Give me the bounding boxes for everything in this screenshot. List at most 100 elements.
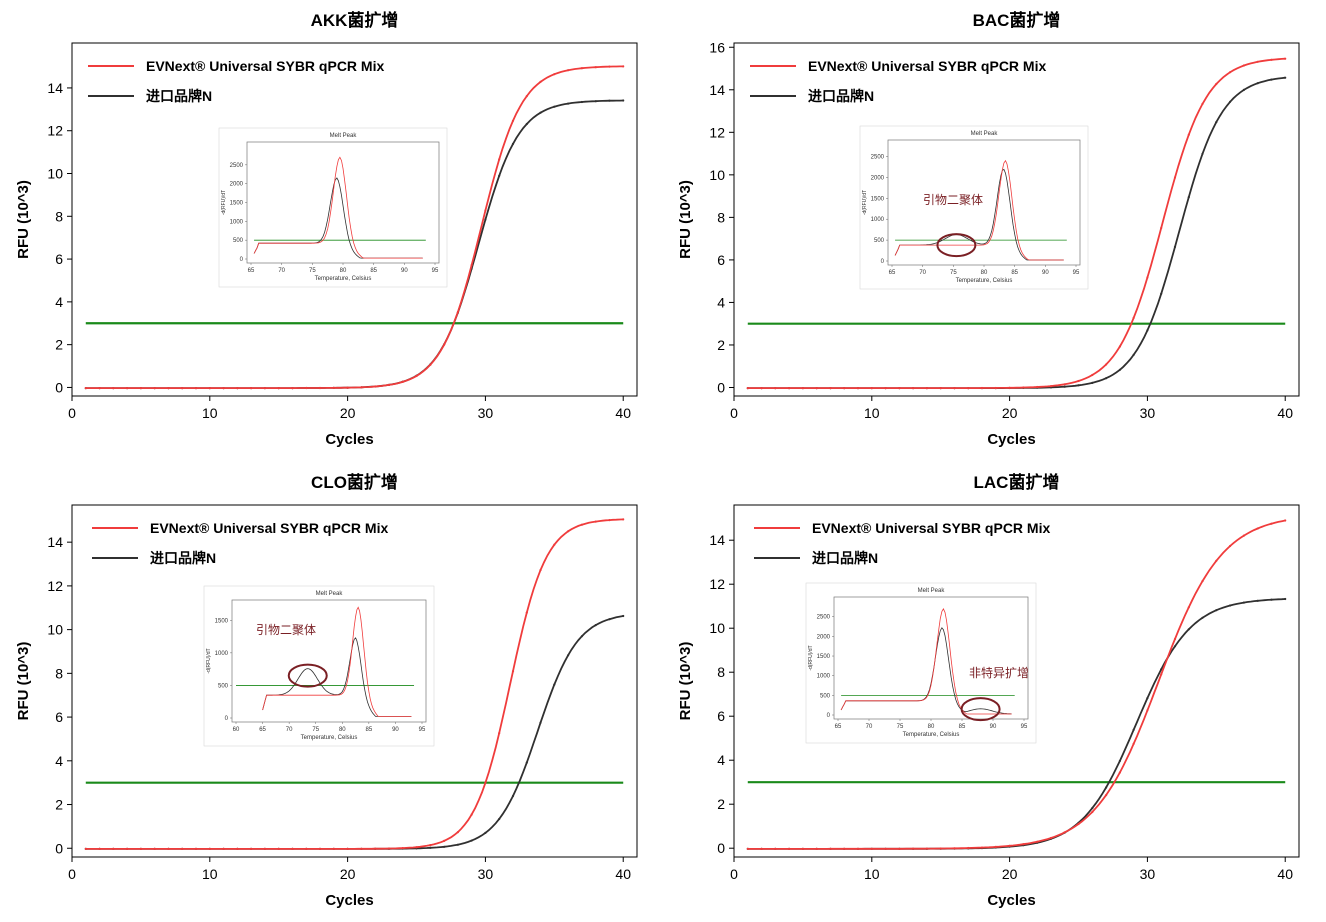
data-point-imported — [498, 174, 501, 177]
x-tick-label: 40 — [615, 866, 631, 882]
data-point-evnext — [456, 831, 459, 834]
inset-x-label: Temperature, Celsius — [315, 276, 372, 282]
chart-title: LAC菌扩增 — [974, 472, 1060, 492]
inset-y-tick-label: 2500 — [871, 155, 885, 161]
inset-y-tick-label: 2000 — [871, 175, 885, 181]
inset-x-tick-label: 60 — [233, 727, 240, 733]
data-point-evnext — [498, 732, 501, 735]
x-tick-label: 40 — [1277, 866, 1293, 882]
data-point-imported — [484, 831, 487, 835]
x-tick-label: 20 — [340, 405, 356, 421]
y-tick-label: 12 — [47, 123, 63, 139]
y-axis-label: RFU (10^3) — [677, 180, 694, 259]
y-tick-label: 6 — [717, 252, 725, 268]
data-point-imported — [511, 142, 515, 145]
inset-y-label: -d(RFU)/dT — [206, 648, 212, 673]
data-point-imported — [1146, 329, 1149, 332]
x-tick-label: 0 — [68, 405, 76, 421]
plot-frame — [71, 42, 638, 397]
data-point-evnext — [1242, 534, 1245, 537]
data-point-evnext — [994, 845, 997, 849]
data-point-evnext — [511, 119, 515, 122]
data-point-evnext — [401, 380, 404, 383]
legend-label: 进口品牌N — [808, 88, 874, 104]
data-point-imported — [1146, 697, 1149, 700]
data-point-imported — [511, 794, 515, 798]
data-point-evnext — [443, 343, 446, 346]
data-point-evnext — [1049, 385, 1053, 388]
data-point-evnext — [1105, 363, 1108, 366]
y-tick-label: 16 — [709, 39, 725, 55]
data-point-evnext — [788, 847, 791, 851]
plot-frame — [733, 504, 1300, 858]
y-axis-label: RFU (10^3) — [15, 642, 32, 721]
inset-x-tick-label: 90 — [401, 268, 408, 274]
data-point-evnext — [318, 386, 322, 390]
data-point-evnext — [967, 846, 970, 850]
data-point-imported — [1201, 616, 1204, 619]
y-tick-label: 0 — [717, 840, 725, 856]
x-tick-label: 20 — [340, 866, 356, 882]
data-point-evnext — [360, 847, 363, 850]
data-point-evnext — [746, 847, 749, 851]
y-tick-label: 0 — [55, 840, 63, 856]
data-point-evnext — [222, 387, 225, 390]
data-point-imported — [580, 635, 584, 638]
x-tick-label: 30 — [1140, 866, 1156, 882]
data-point-evnext — [553, 543, 556, 546]
x-tick-label: 20 — [1002, 405, 1018, 421]
data-point-evnext — [912, 847, 915, 850]
data-point-evnext — [112, 847, 115, 851]
data-point-evnext — [746, 387, 749, 390]
legend-label: EVNext® Universal SYBR qPCR Mix — [812, 520, 1050, 536]
data-point-imported — [553, 105, 556, 108]
data-point-evnext — [608, 519, 611, 522]
y-tick-label: 8 — [55, 665, 63, 681]
data-point-evnext — [912, 387, 915, 390]
data-point-imported — [429, 846, 432, 849]
data-point-evnext — [815, 847, 818, 851]
data-point-evnext — [415, 846, 418, 849]
data-point-evnext — [539, 80, 542, 83]
inset-y-label: -d(RFU)/dT — [862, 190, 868, 215]
data-point-imported — [1118, 368, 1121, 371]
data-point-evnext — [1215, 559, 1218, 562]
inset-x-tick-label: 65 — [889, 270, 896, 276]
data-point-imported — [1201, 152, 1204, 155]
annotation-label: 引物二聚体 — [923, 193, 983, 207]
inset-y-tick-label: 500 — [233, 238, 244, 244]
inset-y-label: -d(RFU)/dT — [808, 645, 814, 670]
data-point-evnext — [1036, 385, 1039, 389]
inset-y-tick-label: 1500 — [230, 201, 244, 207]
inset-x-tick-label: 70 — [866, 724, 873, 730]
data-point-evnext — [856, 847, 860, 850]
chart-title: AKK菌扩增 — [311, 10, 399, 30]
data-point-evnext — [801, 387, 805, 390]
inset-frame — [231, 599, 427, 723]
y-tick-label: 0 — [55, 379, 63, 395]
data-point-evnext — [346, 386, 349, 389]
data-point-evnext — [415, 374, 418, 378]
annotation-label: 引物二聚体 — [256, 623, 316, 637]
inset-x-label: Temperature, Celsius — [301, 735, 358, 741]
data-point-evnext — [263, 387, 266, 390]
data-point-evnext — [994, 386, 997, 390]
inset-frame — [246, 141, 440, 264]
data-point-evnext — [222, 847, 225, 851]
data-point-imported — [539, 111, 542, 114]
data-point-evnext — [1201, 580, 1204, 583]
inset-y-tick-label: 0 — [225, 716, 229, 722]
data-point-imported — [1256, 82, 1259, 85]
inset-x-tick-label: 80 — [928, 724, 935, 730]
data-point-evnext — [360, 386, 363, 389]
data-point-evnext — [346, 847, 349, 851]
data-point-evnext — [250, 387, 253, 390]
inset-y-tick-label: 500 — [874, 238, 885, 244]
data-point-imported — [1132, 728, 1135, 732]
data-point-imported — [567, 654, 570, 657]
inset-y-tick-label: 1000 — [871, 217, 885, 223]
data-point-evnext — [470, 813, 473, 816]
data-point-imported — [622, 614, 625, 618]
data-point-imported — [539, 721, 542, 724]
